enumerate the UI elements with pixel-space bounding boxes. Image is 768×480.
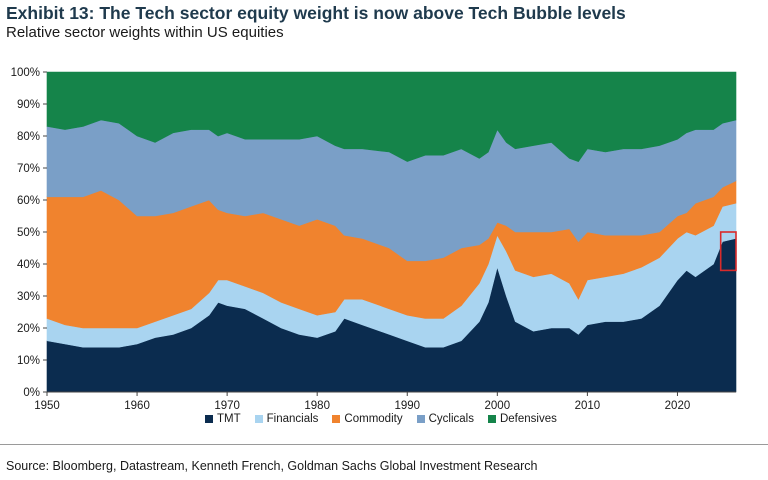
legend-label-defensives: Defensives bbox=[499, 413, 557, 425]
y-tick-label: 0% bbox=[23, 387, 40, 399]
legend-label-tmt: TMT bbox=[217, 413, 241, 425]
x-tick-label: 1990 bbox=[394, 400, 420, 412]
y-tick-label: 90% bbox=[17, 99, 40, 111]
y-tick-label: 100% bbox=[11, 67, 40, 79]
legend-item-cyclicals: Cyclicals bbox=[416, 413, 474, 425]
x-tick-label: 1960 bbox=[124, 400, 150, 412]
chart-legend: TMT Financials Commodity Cyclicals Defen… bbox=[205, 413, 557, 425]
x-tick-label: 1970 bbox=[214, 400, 240, 412]
legend-swatch-cyclicals bbox=[416, 415, 425, 423]
legend-label-cyclicals: Cyclicals bbox=[428, 413, 474, 425]
x-tick-label: 1980 bbox=[304, 400, 330, 412]
legend-item-tmt: TMT bbox=[205, 413, 241, 425]
y-tick-label: 20% bbox=[17, 323, 40, 335]
y-tick-label: 40% bbox=[17, 259, 40, 271]
y-tick-label: 30% bbox=[17, 291, 40, 303]
legend-item-financials: Financials bbox=[254, 413, 319, 425]
stacked-area-chart: 0% 10% 20% 30% 40% 50% 60% 70% 80% 90% 100% 1950 196… bbox=[11, 67, 737, 412]
legend-label-financials: Financials bbox=[266, 413, 319, 425]
legend-swatch-commodity bbox=[332, 415, 341, 423]
legend-label-commodity: Commodity bbox=[344, 413, 403, 425]
x-tick-label: 2010 bbox=[575, 400, 601, 412]
y-tick-label: 80% bbox=[17, 131, 40, 143]
area-defensives bbox=[46, 71, 737, 162]
y-tick-label: 10% bbox=[17, 355, 40, 367]
x-tick-label: 1950 bbox=[34, 400, 60, 412]
x-tick-label: 2020 bbox=[665, 400, 691, 412]
legend-swatch-tmt bbox=[205, 415, 213, 423]
y-tick-label: 50% bbox=[17, 227, 40, 239]
chart-subtitle: Relative sector weights within US equiti… bbox=[6, 24, 284, 41]
highlight-box bbox=[719, 231, 737, 272]
legend-item-defensives: Defensives bbox=[487, 413, 557, 425]
x-tick-label: 2000 bbox=[485, 400, 511, 412]
legend-swatch-financials bbox=[254, 415, 263, 423]
footer-divider bbox=[0, 444, 768, 445]
y-tick-label: 70% bbox=[17, 163, 40, 175]
legend-item-commodity: Commodity bbox=[332, 413, 403, 425]
legend-swatch-defensives bbox=[487, 415, 496, 423]
chart-title: Exhibit 13: The Tech sector equity weigh… bbox=[6, 3, 626, 23]
y-tick-label: 60% bbox=[17, 195, 40, 207]
source-note: Source: Bloomberg, Datastream, Kenneth F… bbox=[6, 459, 538, 473]
